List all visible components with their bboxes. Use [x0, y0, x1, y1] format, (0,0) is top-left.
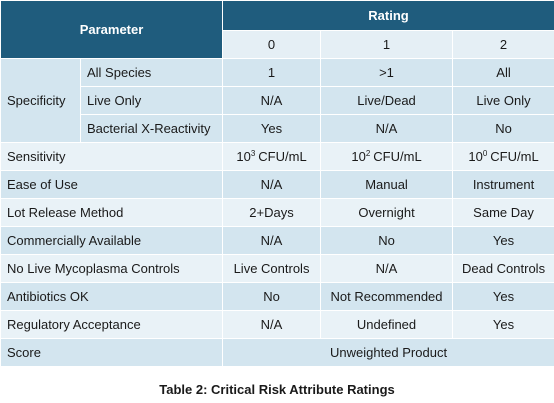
rating-unit: CFU/mL — [490, 149, 539, 164]
rating-cell: No — [452, 114, 554, 143]
rating-cell: Yes — [452, 282, 554, 311]
rating-cell: Not Recommended — [320, 282, 454, 311]
rating-level: 2 — [452, 30, 554, 59]
table-row: Ease of Use N/A Manual Instrument — [0, 170, 554, 199]
rating-cell: Dead Controls — [452, 254, 554, 283]
rating-cell: Same Day — [452, 198, 554, 227]
header-parameter: Parameter — [0, 0, 224, 59]
sub-parameter-label: All Species — [79, 58, 224, 87]
parameter-label: Score — [0, 338, 224, 367]
caption: Table 2: Critical Risk Attribute Ratings — [159, 382, 395, 397]
table-row: Bacterial X-Reactivity Yes N/A No — [1, 114, 554, 143]
rating-cell: Unweighted Product — [222, 338, 554, 367]
rating-cell: 102 CFU/mL — [320, 142, 454, 171]
parameter-label: Specificity — [0, 58, 81, 143]
sub-parameter-label: Bacterial X-Reactivity — [79, 114, 224, 143]
ratings-table: Parameter Rating 0 1 2 Specificity All Sp… — [0, 0, 554, 367]
rating-cell: Manual — [320, 170, 454, 199]
rating-cell: 100 CFU/mL — [452, 142, 554, 171]
table-row: Live Only N/A Live/Dead Live Only — [1, 86, 554, 115]
rating-cell: 103 CFU/mL — [222, 142, 322, 171]
rating-cell: Live Only — [452, 86, 554, 115]
rating-cell: 1 — [222, 58, 322, 87]
rating-cell: Undefined — [320, 310, 454, 339]
rating-cell: Overnight — [320, 198, 454, 227]
rating-cell: N/A — [222, 226, 322, 255]
table-row: Score Unweighted Product — [0, 338, 554, 367]
rating-exponent: 2 — [365, 149, 371, 158]
table-row: Commercially Available N/A No Yes — [0, 226, 554, 255]
rating-cell: N/A — [320, 254, 454, 283]
table-body: Specificity All Species 1 >1 All Live Only N/A… — [0, 58, 554, 367]
parameter-label: Regulatory Acceptance — [0, 310, 224, 339]
rating-unit: CFU/mL — [373, 149, 422, 164]
table-row: Regulatory Acceptance N/A Undefined Yes — [0, 310, 554, 339]
rating-cell: No — [320, 226, 454, 255]
parameter-label: Lot Release Method — [0, 198, 224, 227]
parameter-label: Sensitivity — [0, 142, 224, 171]
rating-cell: Instrument — [452, 170, 554, 199]
table-row: No Live Mycoplasma Controls Live Controls… — [0, 254, 554, 283]
rating-cell: N/A — [222, 170, 322, 199]
rating-cell: All — [452, 58, 554, 87]
sub-parameter-label: Live Only — [79, 86, 224, 115]
rating-base: 10 — [236, 149, 251, 164]
parameter-label: No Live Mycoplasma Controls — [0, 254, 224, 283]
parameter-label: Antibiotics OK — [0, 282, 224, 311]
header-rating: Rating — [222, 0, 554, 31]
parameter-label: Commercially Available — [0, 226, 224, 255]
rating-cell: Live/Dead — [320, 86, 454, 115]
table-row: Antibiotics OK No Not Recommended Yes — [0, 282, 554, 311]
rating-unit: CFU/mL — [258, 149, 307, 164]
rating-cell: Yes — [452, 310, 554, 339]
rating-cell: N/A — [320, 114, 454, 143]
rating-base: 10 — [468, 149, 483, 164]
rating-level: 0 — [222, 30, 322, 59]
parameter-label: Ease of Use — [0, 170, 224, 199]
rating-cell: N/A — [222, 310, 322, 339]
table-row: Sensitivity 103 CFU/mL 102 CFU/mL 100 CFU/mL — [0, 142, 554, 171]
rating-cell: Yes — [222, 114, 322, 143]
rating-cell: Live Controls — [222, 254, 322, 283]
rating-cell: 2+Days — [222, 198, 322, 227]
rating-exponent: 0 — [482, 149, 488, 158]
rating-cell: N/A — [222, 86, 322, 115]
table-row: Lot Release Method 2+Days Overnight Same Da… — [0, 198, 554, 227]
rating-cell: Yes — [452, 226, 554, 255]
rating-exponent: 3 — [250, 149, 256, 158]
rating-cell: No — [222, 282, 322, 311]
rating-base: 10 — [351, 149, 366, 164]
rating-cell: >1 — [320, 58, 454, 87]
table-row: Specificity All Species 1 >1 All — [0, 58, 554, 143]
rating-level: 1 — [320, 30, 454, 59]
